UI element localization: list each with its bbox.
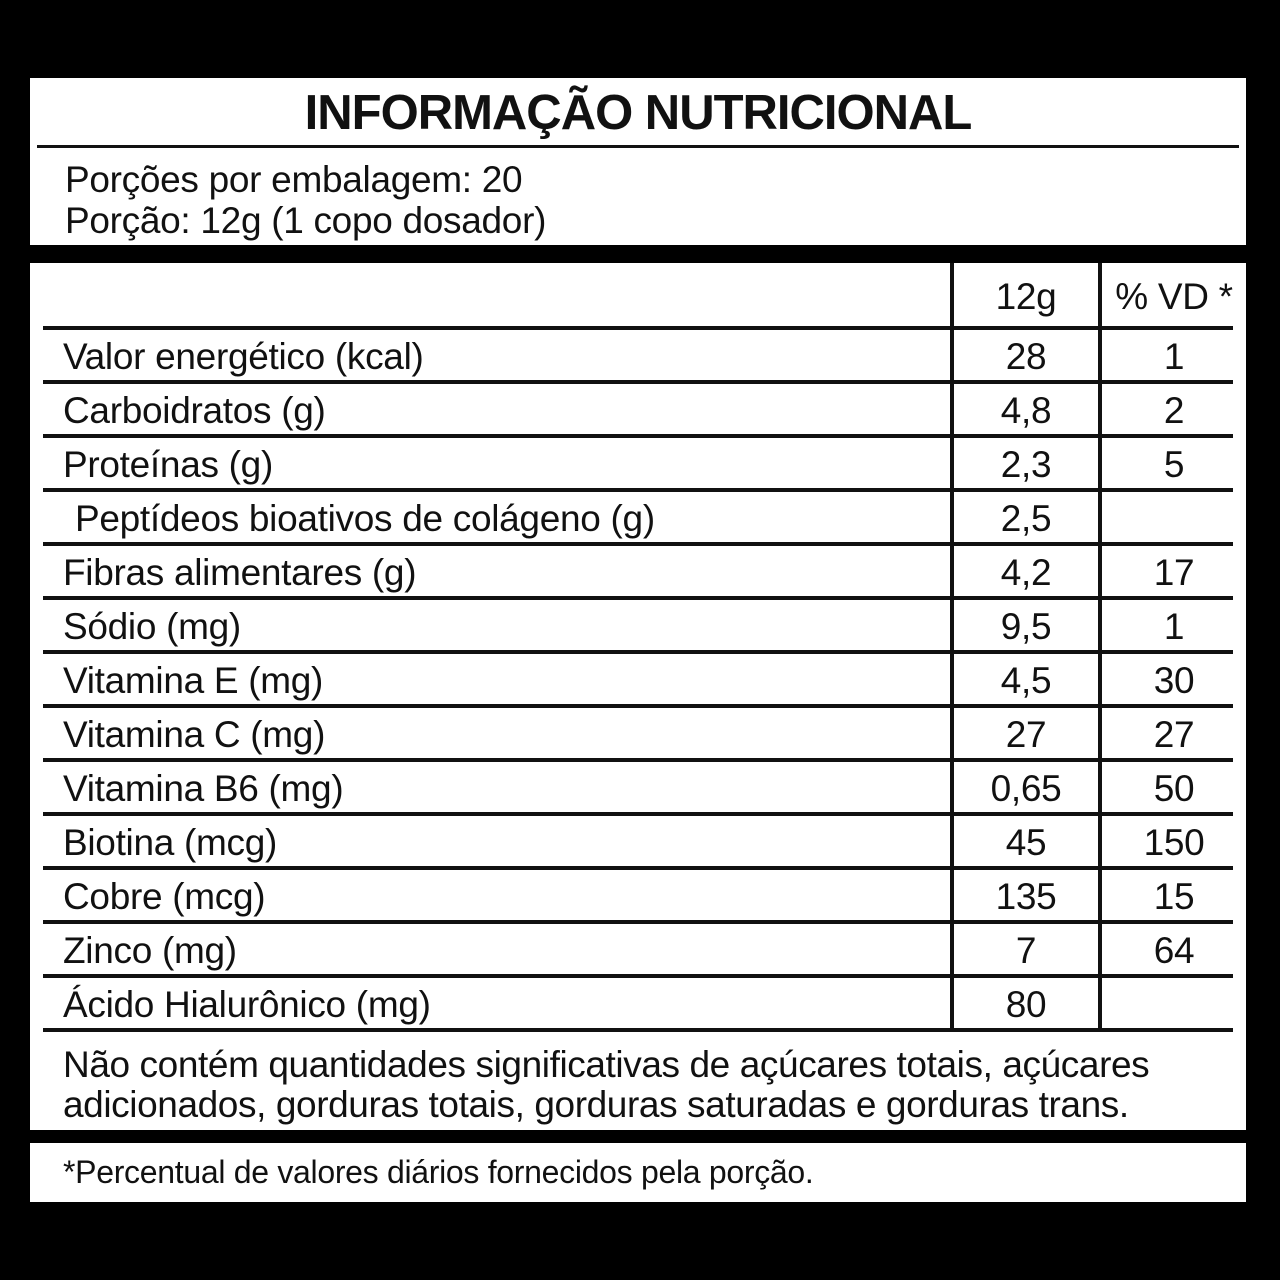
nutrient-name: Vitamina C (mg) bbox=[63, 714, 326, 755]
column-header-amount: 12g bbox=[950, 263, 1098, 330]
servings-block: Porções por embalagem: 20 Porção: 12g (1… bbox=[30, 148, 1246, 241]
nutrition-label-panel: INFORMAÇÃO NUTRICIONAL Porções por embal… bbox=[22, 70, 1254, 1210]
table-row: Zinco (mg) 7 64 bbox=[30, 924, 1246, 978]
table-row: Ácido Hialurônico (mg) 80 bbox=[30, 978, 1246, 1032]
title-divider bbox=[37, 145, 1239, 148]
nutrient-name: Biotina (mcg) bbox=[63, 822, 278, 863]
nutrient-amount: 80 bbox=[950, 978, 1098, 1032]
nutrient-name: Valor energético (kcal) bbox=[63, 336, 424, 377]
column-header-daily-value: % VD * bbox=[1098, 263, 1246, 330]
daily-value-footnote: *Percentual de valores diários fornecido… bbox=[63, 1154, 814, 1190]
nutrient-daily-value: 2 bbox=[1098, 384, 1246, 438]
nutrient-name: Carboidratos (g) bbox=[63, 390, 326, 431]
nutrient-daily-value: 5 bbox=[1098, 438, 1246, 492]
table-row: Proteínas (g) 2,3 5 bbox=[30, 438, 1246, 492]
nutrient-daily-value bbox=[1098, 492, 1246, 546]
portion-size: Porção: 12g (1 copo dosador) bbox=[65, 200, 547, 241]
label-title: INFORMAÇÃO NUTRICIONAL bbox=[304, 86, 973, 140]
nutrient-name: Vitamina E (mg) bbox=[63, 660, 324, 701]
table-row: Valor energético (kcal) 28 1 bbox=[30, 330, 1246, 384]
nutrient-amount: 4,8 bbox=[950, 384, 1098, 438]
nutrient-name: Cobre (mcg) bbox=[63, 876, 266, 917]
nutrient-daily-value: 1 bbox=[1098, 600, 1246, 654]
nutrient-amount: 9,5 bbox=[950, 600, 1098, 654]
nutrient-daily-value: 150 bbox=[1098, 816, 1246, 870]
nutrient-amount: 135 bbox=[950, 870, 1098, 924]
footnote-section: *Percentual de valores diários fornecido… bbox=[30, 1143, 1246, 1202]
nutrient-daily-value bbox=[1098, 978, 1246, 1032]
table-row: Cobre (mcg) 135 15 bbox=[30, 870, 1246, 924]
nutrient-amount: 2,3 bbox=[950, 438, 1098, 492]
table-row: Peptídeos bioativos de colágeno (g) 2,5 bbox=[30, 492, 1246, 546]
nutrient-amount: 28 bbox=[950, 330, 1098, 384]
nutrient-amount: 7 bbox=[950, 924, 1098, 978]
nutrient-name: Fibras alimentares (g) bbox=[63, 552, 417, 593]
nutrient-amount: 4,2 bbox=[950, 546, 1098, 600]
nutrient-daily-value: 15 bbox=[1098, 870, 1246, 924]
nutrient-amount: 4,5 bbox=[950, 654, 1098, 708]
servings-per-package: Porções por embalagem: 20 bbox=[65, 159, 523, 200]
table-row: Fibras alimentares (g) 4,2 17 bbox=[30, 546, 1246, 600]
nutrient-daily-value: 1 bbox=[1098, 330, 1246, 384]
column-header-nutrient bbox=[30, 263, 950, 330]
nutrition-table: 12g % VD * Valor energético (kcal) 28 1 … bbox=[30, 263, 1246, 1130]
table-row: Carboidratos (g) 4,8 2 bbox=[30, 384, 1246, 438]
nutrient-name: Proteínas (g) bbox=[63, 444, 273, 485]
nutrient-name: Peptídeos bioativos de colágeno (g) bbox=[75, 498, 655, 539]
table-row: Biotina (mcg) 45 150 bbox=[30, 816, 1246, 870]
nutrient-daily-value: 30 bbox=[1098, 654, 1246, 708]
nutrient-amount: 2,5 bbox=[950, 492, 1098, 546]
label-header-section: INFORMAÇÃO NUTRICIONAL Porções por embal… bbox=[30, 78, 1246, 245]
table-row: Vitamina C (mg) 27 27 bbox=[30, 708, 1246, 762]
nutrient-daily-value: 17 bbox=[1098, 546, 1246, 600]
nutrient-daily-value: 27 bbox=[1098, 708, 1246, 762]
nutrient-name: Sódio (mg) bbox=[63, 606, 241, 647]
nutrient-name: Zinco (mg) bbox=[63, 930, 237, 971]
nutrient-name: Ácido Hialurônico (mg) bbox=[63, 984, 431, 1025]
nutrient-daily-value: 50 bbox=[1098, 762, 1246, 816]
nutrient-amount: 45 bbox=[950, 816, 1098, 870]
nutrient-daily-value: 64 bbox=[1098, 924, 1246, 978]
table-row: Sódio (mg) 9,5 1 bbox=[30, 600, 1246, 654]
table-row: Vitamina B6 (mg) 0,65 50 bbox=[30, 762, 1246, 816]
nutrient-name: Vitamina B6 (mg) bbox=[63, 768, 344, 809]
nutrient-amount: 27 bbox=[950, 708, 1098, 762]
no-significant-amounts-note: Não contém quantidades significativas de… bbox=[63, 1044, 1150, 1125]
nutrient-amount: 0,65 bbox=[950, 762, 1098, 816]
table-row: Vitamina E (mg) 4,5 30 bbox=[30, 654, 1246, 708]
table-header-row: 12g % VD * bbox=[30, 263, 1246, 330]
